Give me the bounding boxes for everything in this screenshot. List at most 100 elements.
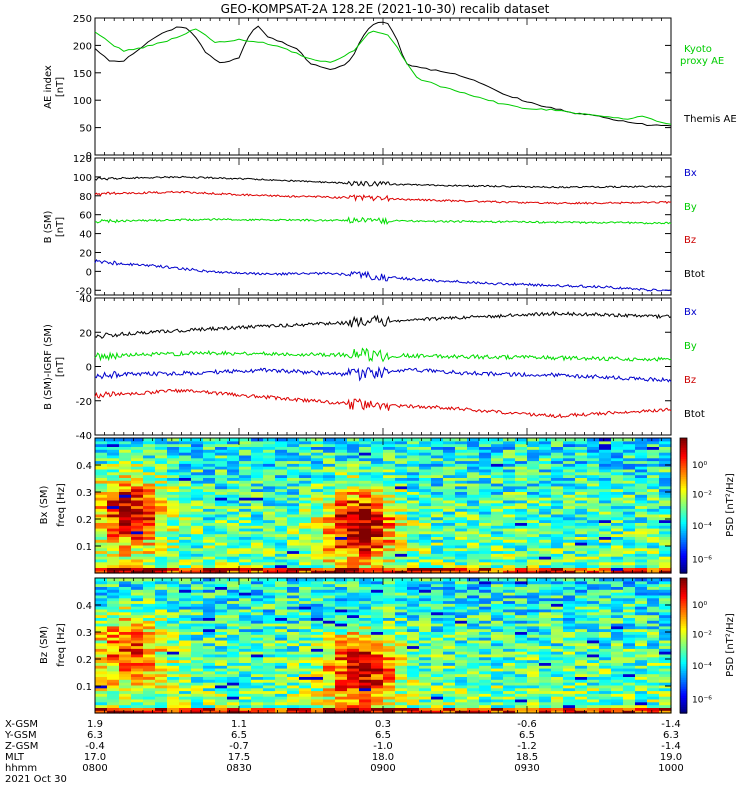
spectrogram-cell [647, 558, 660, 563]
spectrogram-cell [467, 580, 480, 585]
spectrogram-cell [431, 483, 444, 487]
spectrogram-cell [335, 561, 348, 566]
spectrogram-cell [347, 600, 360, 604]
spectrogram-cell [575, 547, 588, 552]
spectrogram-cell [491, 570, 504, 574]
spectrogram-cell [263, 558, 276, 563]
spectrogram-cell [431, 580, 444, 585]
spectrogram-cell [599, 536, 612, 540]
spectrogram-cell [323, 491, 336, 495]
spectrogram-cell [107, 497, 120, 501]
spectrogram-cell [251, 483, 264, 487]
spectrogram-cell [419, 488, 432, 492]
spectrogram-cell [431, 570, 444, 574]
spectrogram-cell [179, 494, 192, 498]
spectrogram-cell [395, 673, 408, 677]
spectrogram-cell [443, 511, 456, 515]
spectrogram-cell [347, 653, 360, 658]
spectrogram-cell [419, 471, 432, 476]
spectrogram-cell [407, 648, 420, 652]
spectrogram-cell [467, 547, 480, 552]
spectrogram-cell [407, 528, 420, 532]
spectrogram-cell [407, 597, 420, 602]
spectrogram-cell [275, 676, 288, 680]
spectrogram-cell [359, 485, 372, 490]
spectrogram-cell [323, 483, 336, 487]
spectrogram-cell [539, 659, 552, 663]
spectrogram-cell [155, 651, 168, 655]
spectrogram-cell [143, 544, 156, 549]
spectrogram-cell [359, 511, 372, 515]
spectrogram-cell [251, 673, 264, 677]
spectrogram-cell [215, 594, 228, 599]
spectrogram-cell [575, 645, 588, 649]
spectrogram-cell [443, 676, 456, 680]
spectrogram-cell [251, 707, 264, 711]
spectrogram-cell [443, 603, 456, 607]
spectrogram-cell [503, 561, 516, 566]
spectrogram-cell [287, 508, 300, 512]
spectrogram-cell [95, 567, 108, 571]
spectrogram-cell [275, 656, 288, 661]
spectrogram-cell [599, 564, 612, 568]
spectrogram-cell [323, 449, 336, 453]
spectrogram-cell [395, 656, 408, 661]
spectrogram-cell [647, 443, 660, 447]
spectrogram-cell [503, 528, 516, 532]
spectrogram-cell [119, 525, 132, 529]
spectrogram-cell [359, 637, 372, 641]
spectrogram-cell [563, 592, 576, 596]
spectrogram-cell [467, 550, 480, 554]
spectrogram-cell [167, 651, 180, 655]
spectrogram-cell [611, 556, 624, 560]
spectrogram-cell [251, 710, 264, 714]
spectrogram-cell [263, 623, 276, 627]
spectrogram-cell [299, 468, 312, 473]
spectrogram-cell [395, 687, 408, 692]
colorbar-step [680, 492, 687, 495]
spectrogram-cell [467, 656, 480, 661]
spectrogram-cell [491, 690, 504, 694]
spectrogram-cell [551, 693, 564, 697]
spectrogram-cell [431, 449, 444, 453]
spectrogram-cell [347, 547, 360, 552]
spectrogram-cell [155, 628, 168, 632]
spectrogram-cell [539, 474, 552, 478]
spectrogram-cell [275, 553, 288, 557]
spectrogram-cell [563, 673, 576, 677]
spectrogram-cell [359, 701, 372, 706]
spectrogram-cell [143, 460, 156, 464]
spectrogram-cell [611, 550, 624, 554]
spectrogram-cell [227, 466, 240, 470]
spectrogram-cell [347, 497, 360, 501]
colorbar-step [680, 523, 687, 527]
spectrogram-cell [467, 468, 480, 473]
spectrogram-cell [431, 533, 444, 537]
spectrogram-cell [215, 443, 228, 447]
y-tick-label: -20 [76, 397, 92, 408]
spectrogram-cell [119, 463, 132, 467]
spectrogram-cell [563, 687, 576, 692]
spectrogram-cell [239, 592, 252, 596]
spectrogram-cell [551, 642, 564, 647]
spectrogram-cell [239, 533, 252, 537]
spectrogram-cell [575, 544, 588, 549]
spectrogram-cell [467, 594, 480, 599]
spectrogram-cell [143, 533, 156, 537]
spectrogram-cell [167, 567, 180, 571]
spectrogram-cell [443, 457, 456, 462]
spectrogram-cell [635, 536, 648, 540]
spectrogram-cell [587, 488, 600, 492]
spectrogram-cell [515, 528, 528, 532]
spectrogram-cell [455, 502, 468, 507]
spectrogram-cell [275, 440, 288, 445]
spectrogram-cell [107, 597, 120, 602]
spectrogram-cell [431, 477, 444, 481]
spectrogram-cell [119, 625, 132, 630]
spectrogram-cell [167, 499, 180, 504]
spectrogram-cell [335, 589, 348, 593]
spectrogram-cell [227, 707, 240, 711]
spectrogram-cell [311, 642, 324, 647]
spectrogram-cell [107, 586, 120, 590]
spectrogram-cell [251, 617, 264, 621]
